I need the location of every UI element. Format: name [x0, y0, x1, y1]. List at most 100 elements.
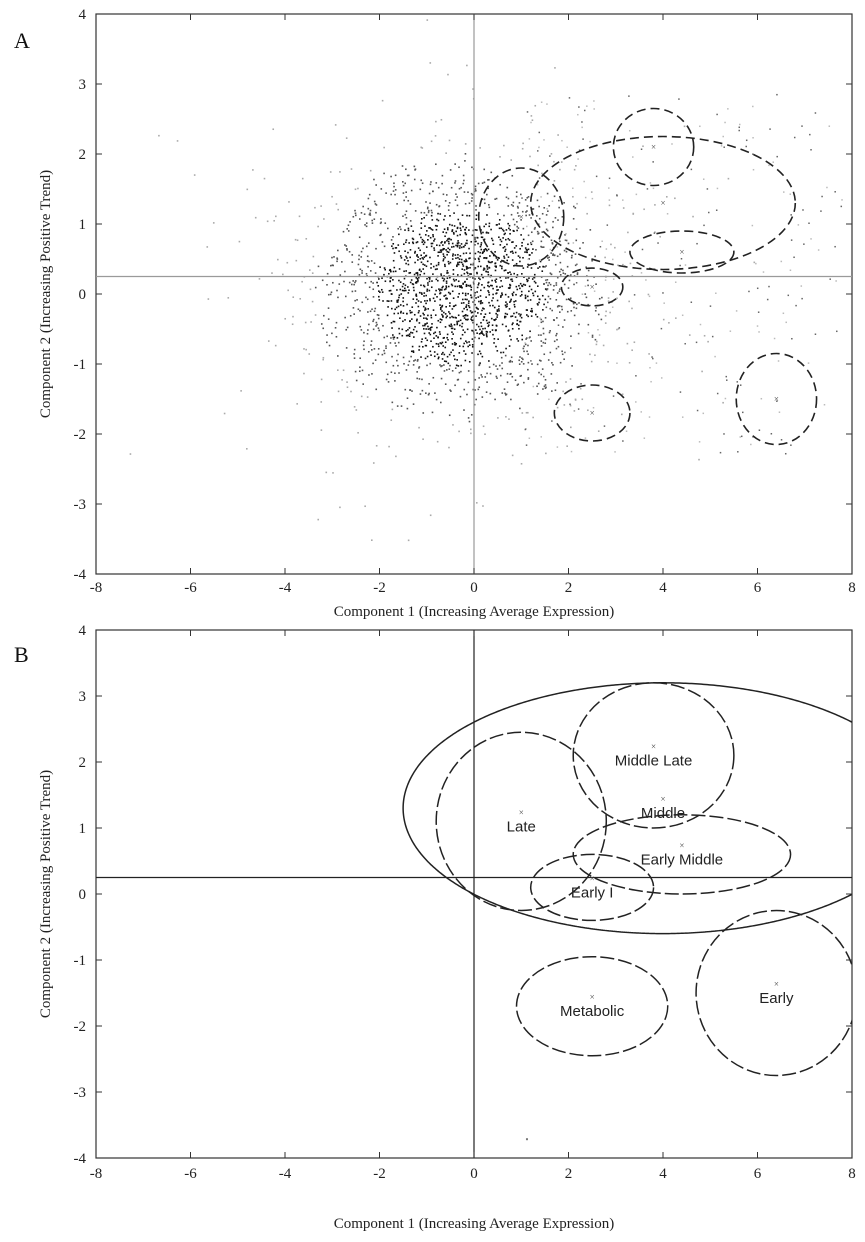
panel-a-data-point	[430, 316, 433, 319]
panel-a-data-point	[336, 257, 338, 260]
panel-a-data-point	[594, 309, 597, 312]
panel-a-data-point	[492, 243, 495, 246]
panel-a-data-point	[617, 264, 619, 267]
panel-a-data-point	[542, 246, 545, 248]
panel-b-cluster-center-marker: ×	[679, 840, 684, 850]
panel-a-data-point	[501, 292, 503, 294]
panel-a-data-point	[412, 403, 415, 405]
panel-a-data-point	[536, 393, 539, 395]
panel-a-data-point	[513, 247, 516, 249]
panel-a-data-point	[462, 174, 465, 177]
panel-a-data-point	[471, 197, 473, 199]
panel-a-cluster-center-marker: ×	[590, 282, 595, 292]
panel-a-data-point	[344, 270, 346, 273]
panel-a-data-point	[561, 308, 563, 311]
panel-b-y-tick-label: 1	[79, 821, 87, 837]
panel-a-data-point	[448, 242, 450, 245]
panel-a-data-point	[391, 408, 394, 411]
panel-a-data-point	[425, 392, 427, 394]
panel-a-data-point	[622, 263, 624, 266]
panel-a-data-point	[508, 287, 511, 290]
panel-a-data-point	[435, 120, 437, 123]
panel-a-data-point	[501, 267, 503, 270]
panel-a-data-point	[387, 227, 389, 230]
panel-a-data-point	[329, 293, 332, 296]
panel-a-data-point	[430, 354, 432, 356]
panel-a-data-point	[357, 263, 360, 266]
panel-a-data-point	[540, 196, 542, 198]
panel-a-data-point	[655, 362, 658, 364]
panel-a-data-point	[413, 178, 416, 181]
panel-a-data-point	[447, 240, 450, 243]
panel-a-data-point	[317, 225, 319, 228]
panel-a-data-point	[396, 337, 399, 339]
panel-a-data-point	[401, 165, 404, 167]
panel-a-data-point	[441, 289, 443, 291]
panel-a-data-point	[510, 273, 512, 276]
panel-a-data-point	[517, 227, 520, 229]
panel-a-data-point	[527, 234, 530, 237]
panel-a-data-point	[496, 310, 499, 313]
panel-a-data-point	[663, 302, 665, 304]
panel-a-data-point	[441, 241, 443, 243]
panel-a-data-point	[470, 316, 473, 319]
panel-a-data-point	[466, 267, 468, 269]
panel-a-data-point	[424, 337, 427, 340]
panel-a-data-point	[404, 319, 406, 321]
panel-b-region-label: Early	[759, 990, 794, 1007]
panel-a-data-point	[538, 359, 541, 362]
panel-a-data-point	[565, 250, 568, 253]
panel-a-data-point	[383, 245, 386, 248]
panel-a-data-point	[424, 357, 427, 360]
panel-a-data-point	[373, 200, 376, 203]
panel-a-data-point	[714, 355, 716, 358]
panel-a-data-point	[528, 337, 531, 339]
panel-a-data-point	[401, 334, 404, 337]
panel-a-data-point	[353, 283, 355, 286]
panel-a-data-point	[491, 284, 493, 287]
panel-a-data-point	[538, 146, 540, 149]
panel-a-data-point	[542, 327, 545, 330]
panel-a-data-point	[452, 316, 455, 319]
panel-a-data-point	[474, 236, 476, 239]
panel-a-data-point	[415, 276, 418, 279]
panel-a-data-point	[432, 235, 435, 238]
panel-b-x-tick-label: 2	[565, 1166, 573, 1182]
panel-a-data-point	[499, 374, 502, 377]
panel-a-data-point	[416, 254, 419, 256]
panel-a-data-point	[581, 126, 583, 129]
panel-a-data-point	[451, 224, 453, 227]
panel-a-data-point	[435, 278, 438, 281]
panel-a-data-point	[690, 301, 693, 303]
panel-a-data-point	[435, 335, 438, 337]
panel-a-data-point	[375, 388, 378, 391]
panel-a-data-point	[480, 313, 482, 315]
panel-a-data-point	[314, 286, 317, 289]
panel-a-data-point	[491, 324, 494, 327]
panel-a-data-point	[430, 140, 433, 143]
panel-a-data-point	[552, 254, 554, 256]
panel-a-data-point	[544, 288, 547, 290]
panel-a-data-point	[490, 284, 492, 287]
panel-a-data-point	[594, 255, 596, 258]
panel-a-data-point	[424, 234, 427, 236]
panel-a-data-point	[569, 403, 571, 406]
panel-a-data-point	[331, 332, 333, 335]
panel-a-data-point	[430, 242, 433, 245]
panel-a-data-point	[559, 240, 561, 243]
panel-a-data-point	[425, 308, 427, 311]
panel-a-data-point	[409, 311, 412, 314]
panel-a-data-point	[791, 337, 793, 340]
panel-a-data-point	[440, 306, 442, 309]
panel-a-data-point	[461, 268, 464, 271]
panel-a-data-point	[488, 225, 491, 228]
panel-a-data-point	[430, 314, 432, 317]
panel-a-data-point	[425, 265, 428, 268]
panel-a-data-point	[427, 325, 429, 328]
panel-a-data-point	[496, 368, 499, 370]
panel-a-data-point	[466, 272, 469, 275]
panel-a-data-point	[372, 318, 375, 321]
panel-a-data-point	[552, 220, 554, 223]
panel-a-data-point	[246, 188, 249, 191]
panel-a-data-point	[463, 388, 466, 391]
